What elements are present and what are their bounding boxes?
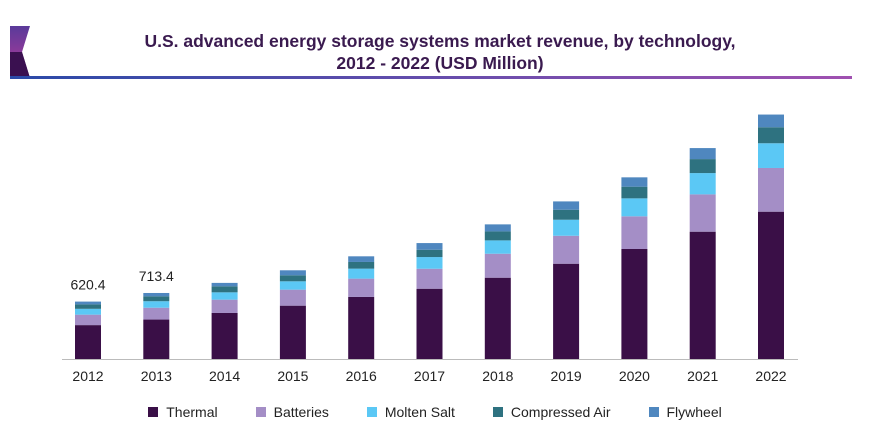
bar-segment-flywheel-2018 <box>484 224 511 232</box>
bar-segment-compressed-air-2021 <box>689 159 716 174</box>
bar-segment-batteries-2021 <box>689 194 716 232</box>
bar-segment-batteries-2019 <box>553 235 580 264</box>
bar-segment-thermal-2015 <box>279 305 306 359</box>
data-label: 620.4 <box>70 277 105 293</box>
x-tick-label: 2013 <box>141 368 172 384</box>
bar-segment-batteries-2015 <box>279 289 306 306</box>
x-tick-label: 2021 <box>687 368 718 384</box>
bar-segment-molten-salt-2016 <box>348 268 375 279</box>
logo <box>10 26 30 78</box>
bar-segment-flywheel-2013 <box>143 292 170 297</box>
bar-segment-molten-salt-2013 <box>143 301 170 308</box>
legend: Thermal Batteries Molten Salt Compressed Ai… <box>0 404 870 420</box>
x-tick-label: 2018 <box>482 368 513 384</box>
bar-segment-batteries-2012 <box>75 314 101 326</box>
bar-segment-batteries-2018 <box>484 253 511 278</box>
bar-segment-flywheel-2016 <box>348 256 375 262</box>
bar-segment-flywheel-2015 <box>279 270 306 276</box>
bar-segment-molten-salt-2021 <box>689 173 716 195</box>
data-label: 713.4 <box>139 268 174 284</box>
bar-segment-molten-salt-2015 <box>279 281 306 290</box>
legend-label: Batteries <box>273 404 329 420</box>
legend-item: Batteries <box>255 404 329 420</box>
legend-label: Flywheel <box>666 404 722 420</box>
bar-segment-compressed-air-2022 <box>758 127 784 144</box>
bar-segment-flywheel-2014 <box>211 282 238 287</box>
legend-swatch <box>492 407 503 417</box>
bar-segment-flywheel-2022 <box>758 114 784 128</box>
legend-item: Molten Salt <box>366 404 455 420</box>
bar-segment-thermal-2020 <box>621 249 648 359</box>
x-tick-label: 2019 <box>551 368 582 384</box>
x-tick-label: 2016 <box>346 368 377 384</box>
bar-segment-molten-salt-2019 <box>553 219 580 236</box>
bar-segment-compressed-air-2016 <box>348 261 375 269</box>
bar-segment-thermal-2022 <box>758 211 784 359</box>
x-tick-label: 2020 <box>619 368 650 384</box>
bar-segment-thermal-2018 <box>484 277 511 359</box>
bar-segment-flywheel-2019 <box>553 201 580 210</box>
bar-segment-molten-salt-2020 <box>621 198 648 217</box>
bar-segment-compressed-air-2018 <box>484 231 511 241</box>
bar-segment-molten-salt-2018 <box>484 240 511 254</box>
bar-segment-flywheel-2020 <box>621 177 648 187</box>
bar-segment-batteries-2013 <box>143 307 170 320</box>
bar-segment-compressed-air-2012 <box>75 304 101 309</box>
x-tick-label: 2015 <box>277 368 308 384</box>
bar-segment-batteries-2014 <box>211 299 238 313</box>
legend-label: Compressed Air <box>510 404 611 420</box>
bar-segment-compressed-air-2015 <box>279 275 306 282</box>
bar-segment-batteries-2017 <box>416 268 443 289</box>
x-tick-label: 2012 <box>72 368 103 384</box>
bar-segment-compressed-air-2019 <box>553 209 580 220</box>
bar-segment-thermal-2012 <box>75 325 101 359</box>
legend-swatch <box>148 407 159 417</box>
bar-segment-batteries-2022 <box>758 167 784 212</box>
x-tick-label: 2022 <box>755 368 786 384</box>
bar-segment-thermal-2016 <box>348 296 375 359</box>
bar-segment-thermal-2013 <box>143 319 170 359</box>
bar-segment-compressed-air-2017 <box>416 249 443 258</box>
bar-segment-flywheel-2021 <box>689 148 716 160</box>
x-tick-label: 2014 <box>209 368 240 384</box>
bar-segment-compressed-air-2014 <box>211 286 238 293</box>
title-underline <box>10 76 852 79</box>
bar-segment-thermal-2019 <box>553 263 580 359</box>
legend-swatch <box>255 407 266 417</box>
bar-segment-molten-salt-2022 <box>758 143 784 168</box>
bar-segment-flywheel-2017 <box>416 243 443 250</box>
bar-segment-batteries-2020 <box>621 216 648 249</box>
bar-segment-molten-salt-2017 <box>416 257 443 269</box>
legend-swatch <box>648 407 659 417</box>
bar-segment-thermal-2017 <box>416 288 443 359</box>
chart-title: U.S. advanced energy storage systems mar… <box>60 30 820 74</box>
title-line-1: U.S. advanced energy storage systems mar… <box>144 31 736 51</box>
legend-item: Flywheel <box>648 404 722 420</box>
bar-segment-molten-salt-2012 <box>75 308 101 315</box>
legend-label: Molten Salt <box>384 404 455 420</box>
legend-swatch <box>366 407 377 417</box>
bar-segment-thermal-2021 <box>689 231 716 359</box>
x-tick-label: 2017 <box>414 368 445 384</box>
bar-segment-flywheel-2012 <box>75 301 101 305</box>
bar-segment-thermal-2014 <box>211 312 238 359</box>
bar-segment-molten-salt-2014 <box>211 292 238 300</box>
bar-segment-compressed-air-2020 <box>621 186 648 199</box>
legend-label: Thermal <box>166 404 218 420</box>
bar-segment-batteries-2016 <box>348 278 375 297</box>
legend-item: Thermal <box>148 404 218 420</box>
legend-item: Compressed Air <box>492 404 611 420</box>
bar-segment-compressed-air-2013 <box>143 296 170 302</box>
title-line-2: 2012 - 2022 (USD Million) <box>336 53 544 73</box>
